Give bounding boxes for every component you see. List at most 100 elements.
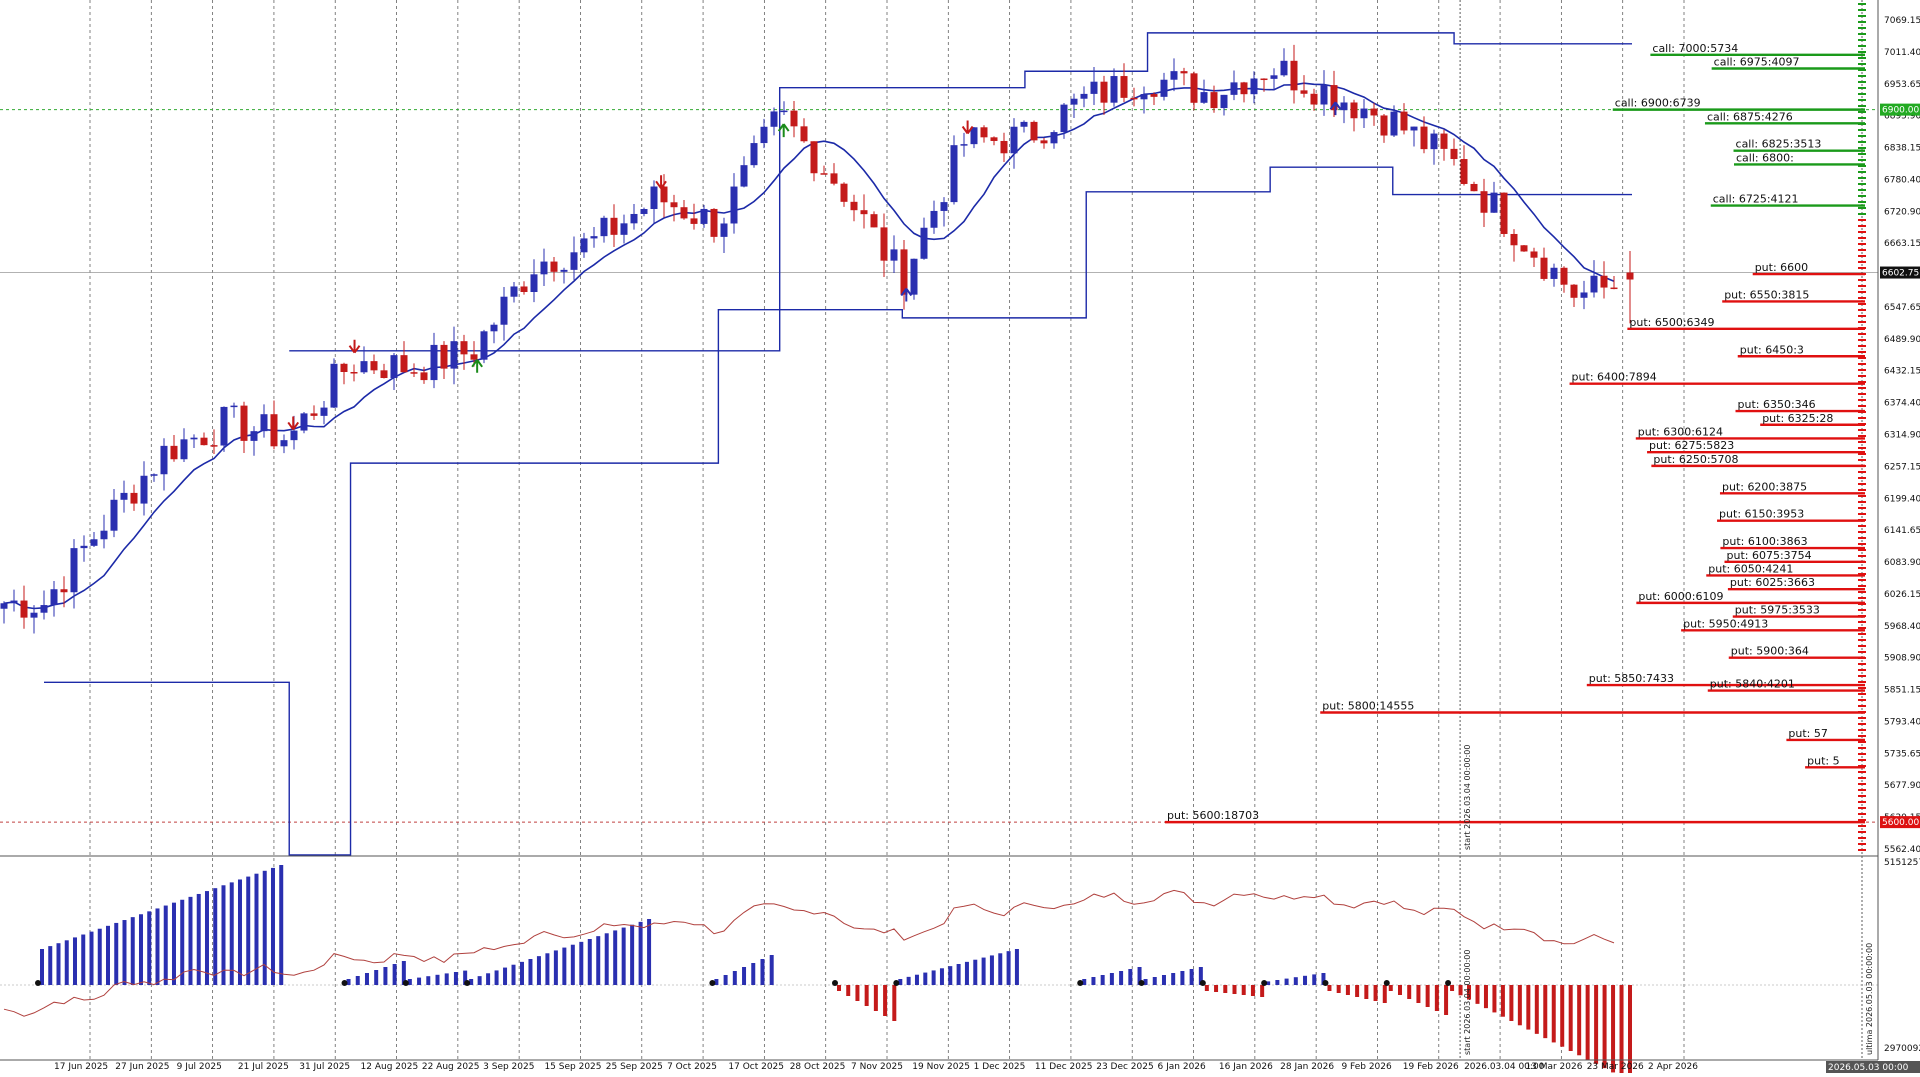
candle-body xyxy=(400,355,408,373)
osc-bar xyxy=(1628,985,1632,1077)
osc-dot xyxy=(1322,980,1329,986)
x-tick-label: 22 Aug 2025 xyxy=(422,1062,480,1072)
candle-body xyxy=(1000,140,1008,154)
candle-body xyxy=(1580,292,1588,298)
osc-bar xyxy=(519,961,524,985)
option-level-label: put: 5950:4913 xyxy=(1683,617,1768,630)
candle-body xyxy=(450,341,458,369)
candle-body xyxy=(40,605,48,613)
x-tick-label: 3 Sep 2025 xyxy=(483,1062,534,1072)
osc-bar xyxy=(1500,985,1505,1017)
osc-bar xyxy=(56,943,61,985)
osc-bar xyxy=(714,979,719,985)
candle-body xyxy=(250,431,258,441)
osc-bar xyxy=(114,922,119,985)
osc-bar xyxy=(254,873,259,985)
osc-bar xyxy=(1483,985,1488,1009)
x-tick-label: 12 Aug 2025 xyxy=(361,1062,419,1072)
y-tick-label: 6314.90 xyxy=(1884,431,1920,441)
candle-body xyxy=(530,274,538,293)
candle-body xyxy=(540,261,548,275)
candle-body xyxy=(1210,92,1218,109)
osc-bar xyxy=(1568,985,1573,1051)
osc-bar xyxy=(204,891,209,985)
osc-bar xyxy=(630,924,635,985)
osc-bar xyxy=(221,885,226,985)
option-level-label: put: 6200:3875 xyxy=(1722,480,1807,493)
osc-bar xyxy=(1327,985,1332,991)
osc-bar xyxy=(1458,985,1463,996)
x-tick-label: 15 Sep 2025 xyxy=(544,1062,601,1072)
osc-bar xyxy=(723,975,728,985)
osc-dot xyxy=(709,980,716,986)
y-tick-label: 6953.65 xyxy=(1884,80,1920,90)
y-tick-label: 6489.90 xyxy=(1884,335,1920,345)
osc-dot xyxy=(893,980,900,986)
candle-body xyxy=(870,214,878,228)
osc-bar xyxy=(1321,973,1326,985)
candle-body xyxy=(890,249,898,261)
osc-bar xyxy=(956,964,961,985)
osc-bar xyxy=(444,973,449,985)
osc-bar xyxy=(1560,985,1565,1047)
osc-bar xyxy=(647,919,652,985)
candle-body xyxy=(1330,85,1338,111)
y-tick-label: 6141.65 xyxy=(1884,526,1920,536)
y-tick-label: 6895.90 xyxy=(1884,112,1920,122)
osc-dot xyxy=(1138,980,1145,986)
candle-body xyxy=(440,344,448,369)
osc-bar xyxy=(1204,985,1209,991)
y-tick-label: 6663.15 xyxy=(1884,239,1920,249)
x-tick-label: 7 Nov 2025 xyxy=(851,1062,903,1072)
osc-dot xyxy=(341,980,348,986)
option-level-label: call: 6975:4097 xyxy=(1714,56,1800,69)
option-level-label: call: 7000:5734 xyxy=(1652,42,1738,55)
candle-body xyxy=(950,145,958,203)
option-level-label: put: 6300:6124 xyxy=(1638,425,1723,438)
osc-bar xyxy=(596,936,601,985)
option-level-label: call: 6800: xyxy=(1736,151,1794,164)
osc-bar xyxy=(48,946,53,985)
osc-bar xyxy=(1382,985,1387,1003)
candle-body xyxy=(290,430,298,441)
candle-body xyxy=(630,213,638,224)
candle-body xyxy=(600,217,608,237)
candle-body xyxy=(1050,132,1058,144)
candle-body xyxy=(760,126,768,144)
x-tick-label: 31 Jul 2025 xyxy=(299,1062,350,1072)
osc-bar xyxy=(346,979,351,985)
candle-body xyxy=(510,286,518,297)
candle-body xyxy=(410,372,418,374)
osc-bar xyxy=(155,908,160,985)
x-tick-label: 23 Mar 2026 xyxy=(1587,1062,1644,1072)
option-level-label: call: 6725:4121 xyxy=(1713,193,1799,206)
osc-bar xyxy=(1450,985,1455,991)
option-level-label: call: 6825:3513 xyxy=(1736,138,1822,151)
osc-bar xyxy=(180,899,185,985)
osc-bar xyxy=(1100,975,1105,985)
osc-bar xyxy=(453,972,458,985)
x-tick-label: 28 Oct 2025 xyxy=(790,1062,846,1072)
option-level-label: put: 5 xyxy=(1807,754,1839,767)
candle-body xyxy=(520,286,528,293)
osc-bar xyxy=(846,985,851,996)
candle-body xyxy=(1110,76,1118,103)
osc-bar xyxy=(1517,985,1522,1026)
y-tick-label: 6720.90 xyxy=(1884,207,1920,217)
candle-body xyxy=(1140,94,1148,100)
signal-arrow-icon xyxy=(1329,101,1342,116)
option-level-label: put: 6325:28 xyxy=(1762,412,1833,425)
x-tick-label: 19 Nov 2025 xyxy=(912,1062,970,1072)
candle-body xyxy=(1400,111,1408,131)
osc-bar xyxy=(1006,951,1011,985)
osc-bar xyxy=(237,879,242,985)
candle-body xyxy=(1100,81,1108,103)
candle-body xyxy=(690,218,698,224)
osc-bar xyxy=(1434,985,1439,1011)
option-level-label: put: 6450:3 xyxy=(1740,343,1804,356)
y-tick-label: 7011.40 xyxy=(1884,48,1920,58)
y-tick-label: 6026.15 xyxy=(1884,590,1920,600)
price-label-box xyxy=(1880,103,1920,116)
osc-bar xyxy=(1266,981,1271,985)
